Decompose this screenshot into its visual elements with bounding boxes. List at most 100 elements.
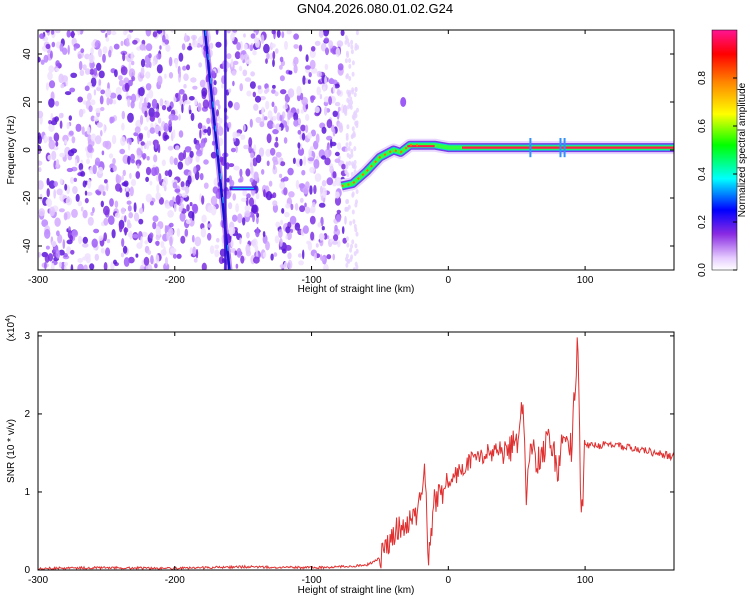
noise-speckle	[256, 212, 260, 218]
noise-speckle	[73, 46, 77, 51]
noise-speckle	[350, 49, 354, 55]
noise-speckle	[258, 147, 265, 157]
noise-speckle	[70, 264, 74, 270]
noise-speckle	[207, 126, 212, 136]
noise-speckle	[155, 235, 161, 241]
noise-speckle	[136, 242, 143, 250]
noise-speckle	[350, 39, 354, 45]
noise-speckle	[353, 92, 357, 98]
noise-speckle	[192, 203, 199, 214]
noise-speckle	[271, 101, 275, 108]
x-tick-label: -100	[302, 275, 322, 286]
noise-speckle	[157, 117, 162, 124]
noise-speckle	[279, 64, 283, 70]
noise-speckle	[55, 159, 60, 168]
noise-speckle	[263, 43, 270, 54]
noise-speckle	[139, 264, 145, 270]
noise-speckle	[342, 237, 348, 244]
noise-speckle	[112, 158, 116, 165]
noise-speckle	[149, 232, 154, 239]
noise-speckle	[249, 177, 254, 183]
noise-speckle	[139, 115, 144, 125]
noise-speckle	[77, 96, 83, 103]
noise-speckle	[145, 30, 152, 37]
noise-speckle	[310, 95, 316, 101]
noise-speckle	[250, 71, 256, 77]
noise-speckle	[285, 226, 291, 234]
noise-speckle	[279, 75, 285, 82]
noise-speckle	[221, 83, 224, 89]
noise-speckle	[335, 177, 342, 186]
noise-speckle	[90, 77, 97, 87]
noise-speckle	[307, 79, 311, 84]
noise-speckle	[119, 148, 126, 155]
noise-speckle	[44, 228, 51, 239]
noise-speckle	[108, 153, 114, 159]
noise-speckle	[268, 180, 273, 187]
noise-speckle	[78, 60, 83, 71]
noise-speckle	[169, 156, 174, 165]
noise-speckle	[130, 93, 137, 103]
noise-speckle	[131, 75, 136, 82]
noise-speckle	[324, 148, 332, 158]
noise-speckle	[128, 30, 134, 33]
noise-speckle	[126, 95, 133, 101]
noise-speckle	[245, 250, 252, 257]
noise-speckle	[120, 66, 128, 76]
noise-speckle	[86, 191, 93, 196]
noise-speckle	[58, 208, 65, 213]
noise-speckle	[98, 166, 104, 175]
noise-speckle	[121, 122, 125, 131]
noise-speckle	[71, 136, 76, 144]
noise-speckle	[190, 112, 195, 122]
noise-speckle	[164, 224, 168, 235]
noise-speckle	[351, 209, 355, 215]
noise-speckle	[86, 158, 90, 165]
noise-speckle	[122, 245, 128, 254]
snr-y-ticks: 0 1 2 3	[24, 331, 674, 576]
noise-speckle	[184, 157, 191, 166]
noise-speckle	[96, 122, 103, 128]
noise-speckle	[145, 166, 152, 176]
noise-speckle	[141, 153, 147, 160]
noise-speckle	[318, 202, 326, 208]
noise-speckle	[120, 136, 126, 146]
noise-speckle	[189, 247, 193, 255]
noise-speckle	[337, 240, 341, 248]
noise-speckle	[157, 143, 161, 154]
noise-speckle	[314, 40, 321, 46]
noise-speckle	[231, 70, 237, 76]
noise-speckle	[151, 167, 157, 177]
noise-speckle	[293, 44, 299, 49]
noise-speckle	[352, 115, 356, 121]
noise-speckle	[332, 84, 336, 94]
noise-speckle	[167, 210, 174, 218]
noise-speckle	[102, 46, 108, 54]
noise-speckle	[300, 92, 304, 101]
noise-speckle	[259, 96, 266, 101]
noise-speckle	[191, 39, 198, 48]
noise-speckle	[149, 180, 153, 186]
noise-speckle	[83, 264, 88, 270]
noise-speckle	[59, 120, 63, 129]
noise-speckle	[272, 192, 277, 199]
y-tick-label: 2	[24, 409, 30, 420]
noise-speckle	[299, 205, 306, 213]
noise-speckle	[215, 30, 219, 35]
noise-speckle	[89, 68, 95, 75]
noise-speckle	[232, 131, 237, 139]
noise-speckle	[152, 31, 158, 38]
noise-speckle	[297, 147, 305, 156]
noise-speckle	[125, 37, 130, 47]
noise-speckle	[127, 98, 131, 108]
noise-speckle	[45, 245, 50, 250]
noise-speckle	[158, 173, 162, 183]
noise-speckle	[254, 95, 262, 103]
noise-speckle	[173, 203, 177, 213]
noise-speckle	[100, 106, 105, 112]
noise-speckle	[129, 186, 134, 197]
noise-speckle	[117, 94, 122, 101]
noise-speckle	[57, 234, 63, 244]
noise-speckle	[299, 158, 303, 167]
noise-speckle	[113, 43, 120, 50]
